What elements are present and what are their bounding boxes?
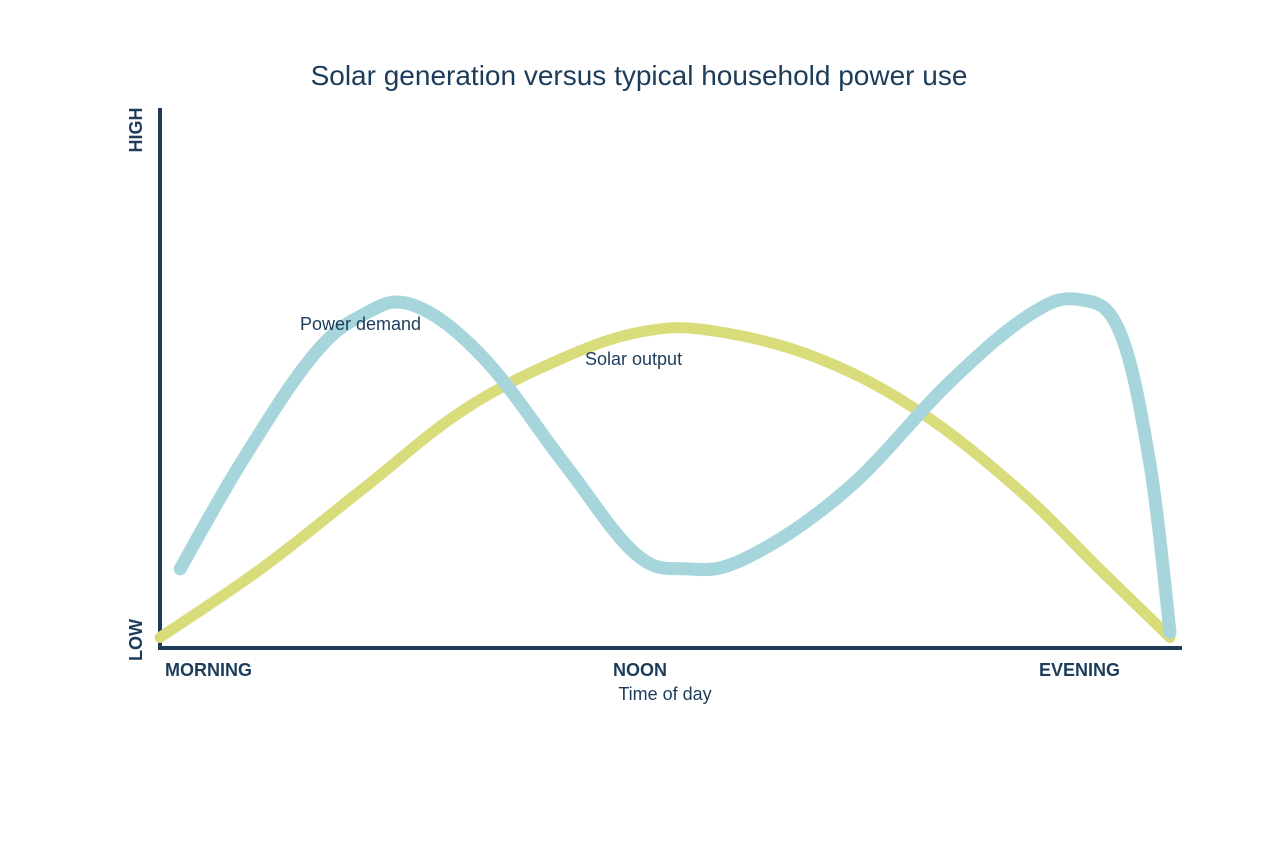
chart-canvas: LOW HIGH MORNING NOON EVENING Time of day Sola… — [0, 0, 1278, 852]
x-axis-label: Time of day — [618, 684, 711, 704]
y-tick-low: LOW — [126, 619, 146, 661]
series-label-power-demand: Power demand — [300, 314, 421, 334]
series-label-solar-output: Solar output — [585, 349, 682, 369]
y-tick-high: HIGH — [126, 108, 146, 153]
x-tick-evening: EVENING — [1039, 660, 1120, 680]
x-tick-morning: MORNING — [165, 660, 252, 680]
series-solar-output — [160, 328, 1170, 638]
x-tick-noon: NOON — [613, 660, 667, 680]
